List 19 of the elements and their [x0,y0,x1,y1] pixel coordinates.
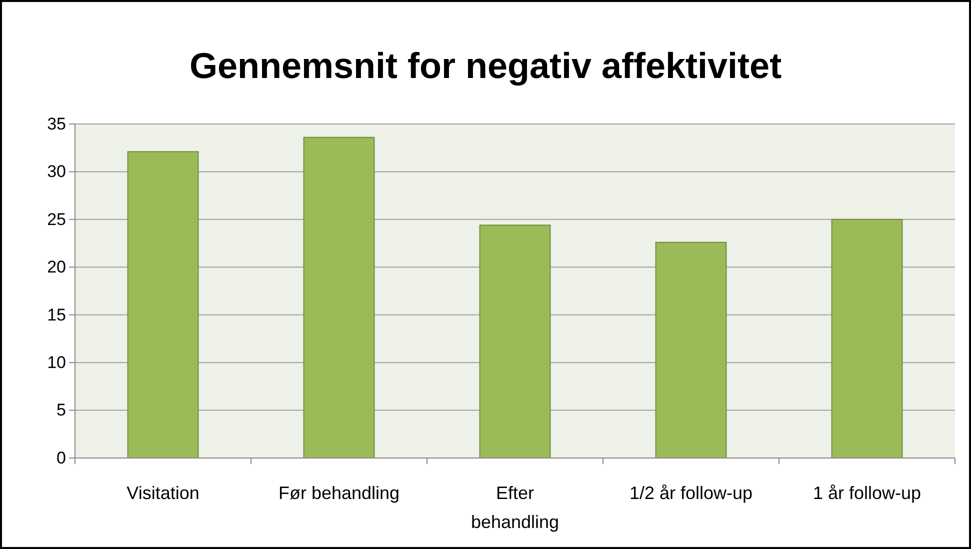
chart-title: Gennemsnit for negativ affektivitet [189,45,782,86]
bar [127,151,199,458]
x-tick-label: Visitation [126,483,200,503]
x-tick-label: Efter behandling [470,483,560,532]
y-tick-label: 30 [47,162,66,182]
y-tick-label: 0 [56,448,66,468]
bar [479,224,551,458]
y-tick-label: 15 [47,305,66,324]
bar [831,218,903,458]
y-tick-label: 20 [47,258,66,277]
y-tick-label: 25 [47,210,66,229]
y-tick-label: 5 [56,400,66,420]
x-tick-label: 1/2 år follow-up [629,483,753,503]
x-tick-label: Før behandling [278,483,400,503]
bar [303,136,375,458]
y-tick-label: 35 [47,114,66,134]
x-tick-label: 1 år follow-up [812,483,922,503]
y-tick-label: 10 [47,353,66,372]
bar [655,242,727,458]
